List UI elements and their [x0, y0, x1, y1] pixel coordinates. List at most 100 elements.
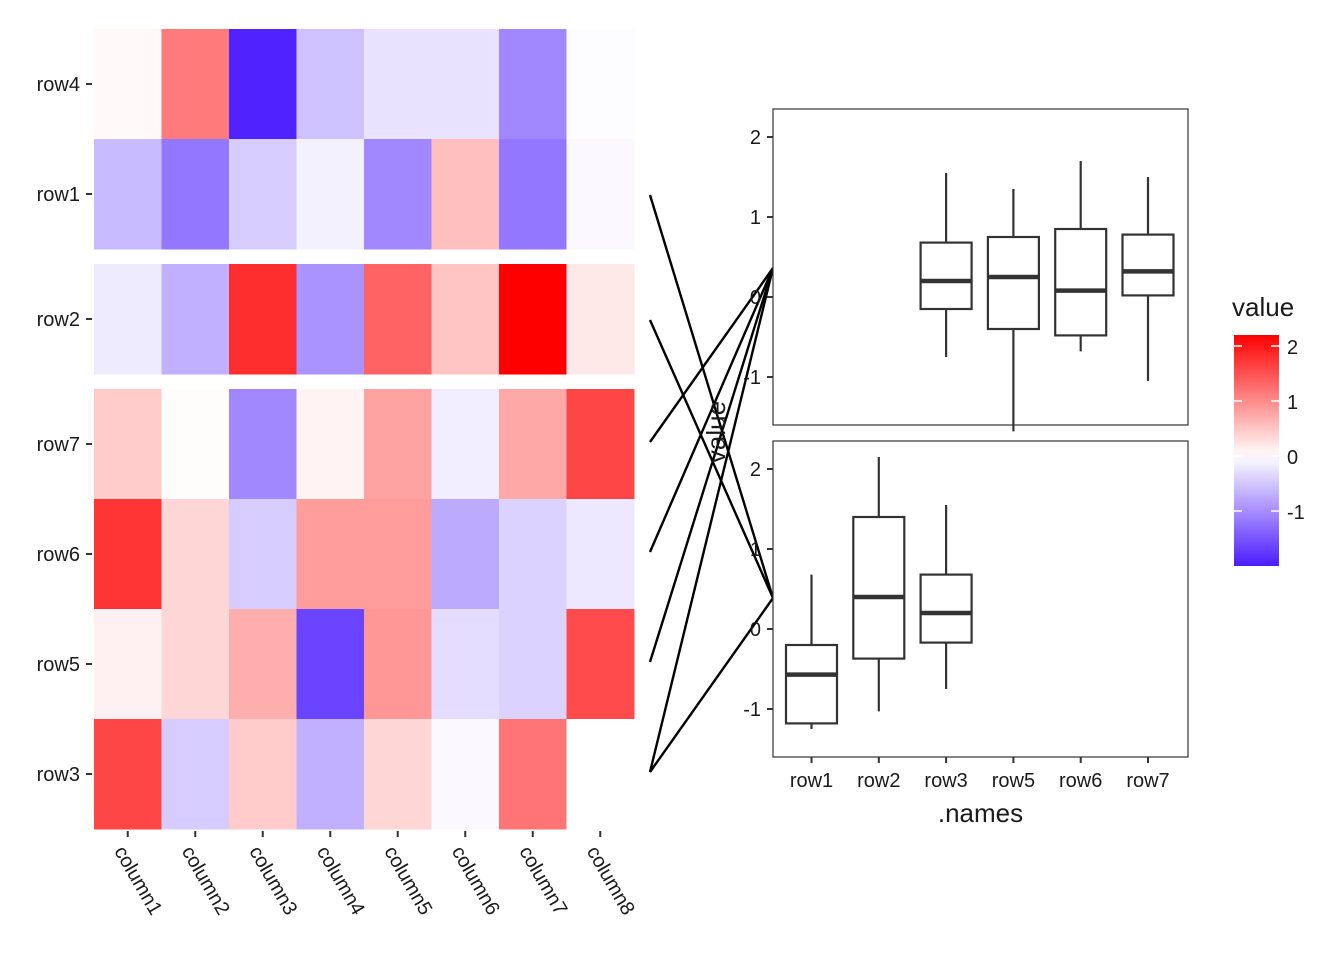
heatmap-cell-row3-column5 — [364, 719, 432, 830]
iqr-box — [919, 573, 973, 644]
row-label-row5: row5 — [37, 654, 80, 676]
boxplot-panel-2: 2 1 0 -1 — [743, 440, 1189, 758]
heatmap-cell-row1-column1 — [94, 139, 162, 250]
y-tick-label: 2 — [750, 459, 761, 481]
heatmap-cell-row5-column8 — [566, 609, 635, 720]
x-tick-label-row7: row7 — [1126, 770, 1169, 792]
x-tick-label-row6: row6 — [1059, 770, 1102, 792]
x-axis-title: .names — [938, 798, 1023, 828]
heatmap-cell-row2-column3 — [229, 264, 297, 375]
heatmap-cell-row1-column8 — [566, 139, 635, 250]
heatmap-cell-row7-column6 — [431, 389, 500, 500]
heatmap-cell-row5-column2 — [161, 609, 230, 720]
heatmap-cell-row7-column4 — [296, 389, 365, 500]
y-tick-label: 2 — [750, 127, 761, 149]
link-line-row2-bottom — [648, 319, 775, 599]
heatmap-cell-row4-column6 — [431, 29, 500, 140]
heatmap-cell-row4-column3 — [229, 29, 297, 140]
heatmap-cell-row7-column7 — [499, 389, 567, 500]
box-row6 — [1054, 161, 1108, 352]
heatmap-cell-row6-column3 — [229, 499, 297, 610]
heatmap-cell-row2-column5 — [364, 264, 432, 375]
y-tick-label: 1 — [750, 207, 761, 229]
heatmap-cell-row6-column4 — [296, 499, 365, 610]
legend-tick-label: 2 — [1287, 337, 1298, 359]
column-label-column6: column6 — [447, 843, 504, 919]
column-label-column2: column2 — [177, 843, 234, 919]
legend-colorbar — [1234, 335, 1279, 566]
legend-tick-label: -1 — [1287, 502, 1305, 524]
heatmap-cell-row3-column7 — [499, 719, 567, 830]
heatmap-cell-row1-column2 — [161, 139, 230, 250]
x-tick-label-row3: row3 — [924, 770, 967, 792]
heatmap-cell-row7-column8 — [566, 389, 635, 500]
link-line-row6-top — [648, 267, 775, 553]
link-line-row7-top — [649, 267, 774, 443]
boxplot-panel-1: 2 1 0 -1 — [743, 108, 1189, 432]
heatmap-cell-row6-column8 — [566, 499, 635, 610]
heatmap-cell-row6-column2 — [161, 499, 230, 610]
heatmap-cell-row2-column6 — [431, 264, 500, 375]
iqr-box — [986, 235, 1041, 331]
iqr-box — [852, 515, 906, 660]
row-label-row7: row7 — [37, 434, 80, 456]
link-line-row3-top — [648, 267, 775, 773]
box-row5 — [986, 189, 1041, 432]
column-label-column4: column4 — [312, 843, 369, 919]
heatmap-cell-row6-column6 — [431, 499, 500, 610]
heatmap-cell-row4-column4 — [296, 29, 365, 140]
heatmap-cell-row7-column1 — [94, 389, 162, 500]
heatmap-cell-row7-column3 — [229, 389, 297, 500]
heatmap-cell-row3-column2 — [161, 719, 230, 830]
row-label-row4: row4 — [37, 74, 80, 96]
heatmap-cell-row1-column6 — [431, 139, 500, 250]
heatmap-cell-row5-column4 — [296, 609, 365, 720]
y-tick-label: 0 — [750, 619, 761, 641]
heatmap-cell-row1-column5 — [364, 139, 432, 250]
panel-frame — [772, 440, 1189, 758]
y-axis-title: value — [701, 401, 731, 463]
heatmap-cell-row3-column8 — [566, 719, 635, 830]
heatmap-cell-row1-column3 — [229, 139, 297, 250]
x-tick-label-row2: row2 — [857, 770, 900, 792]
link-line-row1-bottom — [648, 194, 775, 599]
heatmap-cell-row2-column4 — [296, 264, 365, 375]
box-row3 — [919, 505, 973, 689]
iqr-box — [784, 643, 839, 725]
column-label-column1: column1 — [109, 843, 166, 919]
legend-tick-label: 0 — [1287, 447, 1298, 469]
column-label-column3: column3 — [244, 843, 301, 919]
heatmap-cell-row5-column6 — [431, 609, 500, 720]
row-link-lines: value — [648, 194, 775, 773]
heatmap-cell-row7-column5 — [364, 389, 432, 500]
heatmap-cell-row5-column3 — [229, 609, 297, 720]
heatmap-cell-row6-column1 — [94, 499, 162, 610]
y-tick-label: 0 — [750, 287, 761, 309]
link-line-row5-top — [648, 267, 775, 663]
heatmap-cell-row6-column7 — [499, 499, 567, 610]
iqr-box — [1121, 233, 1175, 297]
panel-frame — [772, 108, 1189, 426]
color-legend: value 2 1 0 -1 — [1232, 292, 1305, 566]
box-row1 — [784, 574, 839, 729]
heatmap-cell-row5-column5 — [364, 609, 432, 720]
heatmap-cell-row3-column1 — [94, 719, 162, 830]
heatmap-cell-row1-column4 — [296, 139, 365, 250]
y-tick-label: -1 — [743, 699, 761, 721]
boxplot-panels: 2 1 0 -1 2 1 0 -1 row1 row2 row3 row5 row6 row7 .names — [743, 108, 1189, 828]
heatmap-cell-row4-column2 — [161, 29, 230, 140]
heatmap-cell-row5-column7 — [499, 609, 567, 720]
x-tick-label-row5: row5 — [992, 770, 1035, 792]
box-row3 — [919, 173, 973, 357]
iqr-box — [1054, 227, 1108, 337]
link-line-row3-bottom — [649, 597, 774, 773]
heatmap-cell-row3-column4 — [296, 719, 365, 830]
heatmap-cell-row3-column3 — [229, 719, 297, 830]
heatmap-cell-row7-column2 — [161, 389, 230, 500]
heatmap-cell-row2-column2 — [161, 264, 230, 375]
box-row2 — [852, 457, 906, 712]
column-label-column5: column5 — [379, 843, 436, 919]
box-row7 — [1121, 177, 1175, 381]
